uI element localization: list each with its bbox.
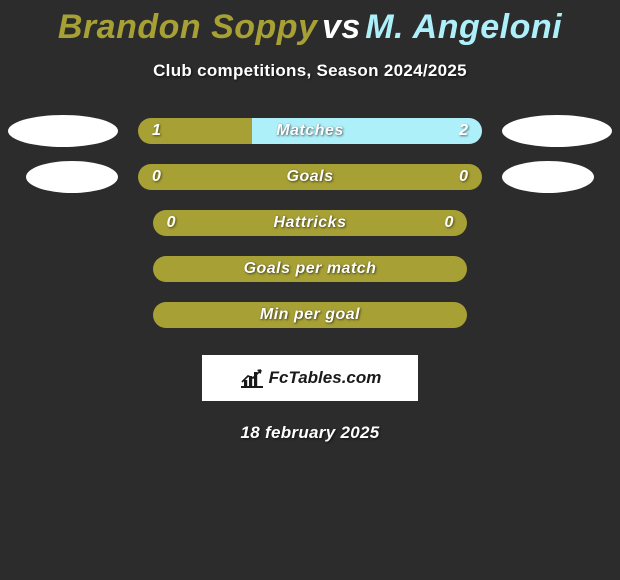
stat-row: 00Goals xyxy=(0,163,620,191)
stat-bar: 00Hattricks xyxy=(153,210,468,236)
player2-badge xyxy=(502,115,612,147)
stat-label: Goals per match xyxy=(153,260,468,278)
stat-label: Matches xyxy=(138,122,482,140)
player2-badge xyxy=(502,161,594,193)
subtitle: Club competitions, Season 2024/2025 xyxy=(0,61,620,81)
brand-box: FcTables.com xyxy=(202,355,418,401)
stats-list: 12Matches 00Goals 00Hattricks Goals per mat… xyxy=(0,117,620,329)
vs-label: vs xyxy=(322,8,361,46)
chart-icon xyxy=(239,367,265,389)
stat-label: Goals xyxy=(138,168,482,186)
stat-bar: 12Matches xyxy=(138,118,482,144)
player1-badge xyxy=(26,161,118,193)
stat-row: 12Matches xyxy=(0,117,620,145)
comparison-infographic: Brandon Soppy vs M. Angeloni Club compet… xyxy=(0,0,620,443)
stat-row: Goals per match xyxy=(0,255,620,283)
player2-name: M. Angeloni xyxy=(365,8,562,46)
stat-bar: Goals per match xyxy=(153,256,468,282)
stat-row: 00Hattricks xyxy=(0,209,620,237)
title-row: Brandon Soppy vs M. Angeloni xyxy=(0,8,620,47)
brand-text: FcTables.com xyxy=(269,368,382,388)
stat-bar: 00Goals xyxy=(138,164,482,190)
player1-badge xyxy=(8,115,118,147)
stat-label: Hattricks xyxy=(153,214,468,232)
stat-label: Min per goal xyxy=(153,306,468,324)
stat-bar: Min per goal xyxy=(153,302,468,328)
player1-name: Brandon Soppy xyxy=(58,8,318,46)
date: 18 february 2025 xyxy=(0,423,620,443)
stat-row: Min per goal xyxy=(0,301,620,329)
